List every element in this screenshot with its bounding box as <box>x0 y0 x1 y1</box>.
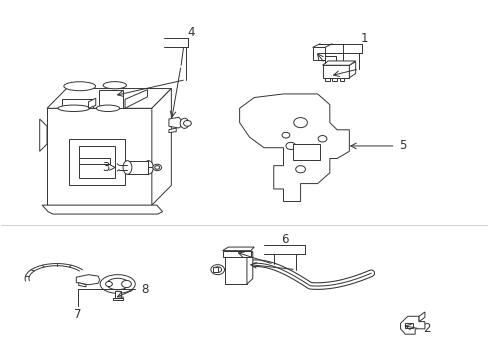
Ellipse shape <box>96 105 120 112</box>
Polygon shape <box>400 316 424 334</box>
Circle shape <box>282 132 289 138</box>
Bar <box>127 161 148 174</box>
Polygon shape <box>152 89 171 205</box>
Polygon shape <box>239 94 348 202</box>
Ellipse shape <box>123 161 132 174</box>
Circle shape <box>155 166 159 169</box>
Polygon shape <box>40 119 47 151</box>
Text: 2: 2 <box>423 322 430 335</box>
Polygon shape <box>79 283 86 287</box>
Ellipse shape <box>106 278 128 290</box>
Text: 3: 3 <box>102 161 109 174</box>
Bar <box>79 146 115 178</box>
Circle shape <box>318 135 326 142</box>
Bar <box>325 78 329 81</box>
Polygon shape <box>168 117 181 128</box>
Bar <box>47 108 152 205</box>
Bar <box>331 78 336 81</box>
Circle shape <box>122 280 131 288</box>
Ellipse shape <box>100 275 135 293</box>
Circle shape <box>153 164 161 171</box>
Bar <box>99 90 122 108</box>
Polygon shape <box>76 275 100 285</box>
Bar <box>61 99 93 108</box>
Text: 4: 4 <box>187 27 194 40</box>
Text: 1: 1 <box>360 32 367 45</box>
Bar <box>69 139 125 185</box>
Ellipse shape <box>180 118 188 129</box>
Circle shape <box>295 166 305 173</box>
Polygon shape <box>222 247 254 251</box>
Bar <box>405 323 412 328</box>
Polygon shape <box>246 252 252 284</box>
Polygon shape <box>42 205 162 214</box>
Circle shape <box>285 142 295 149</box>
Ellipse shape <box>103 82 126 89</box>
Ellipse shape <box>143 161 153 174</box>
Bar <box>212 267 217 272</box>
Circle shape <box>213 267 221 273</box>
Bar <box>293 144 320 160</box>
Polygon shape <box>125 90 147 108</box>
Polygon shape <box>224 252 252 257</box>
Circle shape <box>210 265 224 275</box>
Bar <box>339 78 344 81</box>
Circle shape <box>293 118 307 128</box>
Circle shape <box>105 282 112 287</box>
Bar <box>113 298 122 300</box>
Text: 7: 7 <box>74 308 81 321</box>
Polygon shape <box>322 61 355 65</box>
Text: 8: 8 <box>141 283 148 296</box>
Bar <box>222 251 250 257</box>
Circle shape <box>183 121 191 126</box>
Polygon shape <box>88 98 96 108</box>
Polygon shape <box>47 89 171 108</box>
Polygon shape <box>418 312 424 321</box>
Ellipse shape <box>64 82 95 91</box>
Bar <box>79 158 110 164</box>
Ellipse shape <box>58 105 89 112</box>
Polygon shape <box>312 47 335 65</box>
Polygon shape <box>348 62 355 78</box>
Bar <box>224 257 246 284</box>
Polygon shape <box>168 128 176 133</box>
Text: 5: 5 <box>399 139 406 152</box>
Bar <box>115 291 121 298</box>
Polygon shape <box>322 65 348 78</box>
Text: 6: 6 <box>280 233 287 246</box>
